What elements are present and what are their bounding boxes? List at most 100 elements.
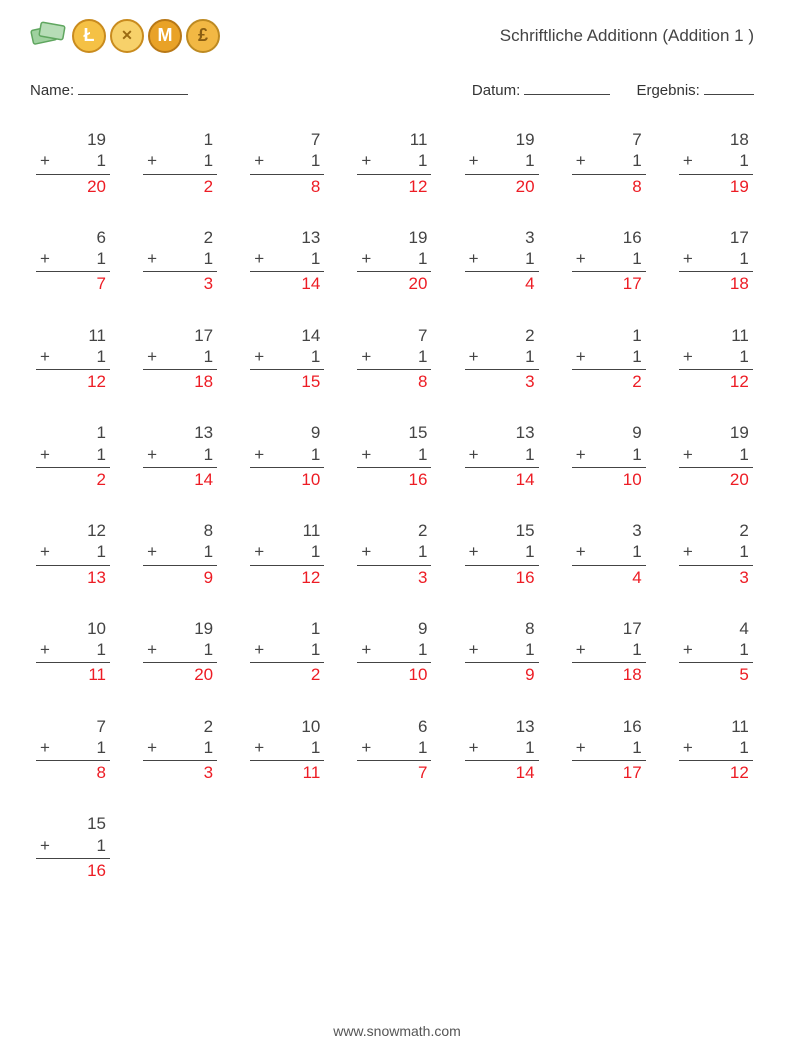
plus-sign: +	[465, 346, 479, 367]
operand-b-row: + 1	[36, 346, 110, 370]
operand-b: 1	[97, 737, 106, 758]
operand-a: 19	[679, 422, 753, 443]
addition-problem: 2+13	[357, 520, 431, 588]
operand-b: 1	[632, 248, 641, 269]
addition-problem: 9+110	[357, 618, 431, 686]
operand-b-row: + 1	[143, 639, 217, 663]
answer: 15	[250, 370, 324, 392]
operand-a: 6	[357, 716, 431, 737]
answer: 9	[465, 663, 539, 685]
answer: 2	[572, 370, 646, 392]
answer: 18	[143, 370, 217, 392]
plus-sign: +	[36, 737, 50, 758]
operand-b: 1	[204, 248, 213, 269]
operand-b-row: +1	[679, 639, 753, 663]
addition-problem: 13+ 114	[250, 227, 324, 295]
plus-sign: +	[465, 444, 479, 465]
operand-a: 4	[679, 618, 753, 639]
addition-problem: 19+ 120	[679, 422, 753, 490]
addition-problem: 1+12	[36, 422, 110, 490]
operand-a: 14	[250, 325, 324, 346]
operand-b-row: + 1	[679, 248, 753, 272]
operand-a: 2	[465, 325, 539, 346]
operand-b-row: + 1	[250, 737, 324, 761]
plus-sign: +	[572, 150, 586, 171]
operand-b: 1	[311, 150, 320, 171]
plus-sign: +	[465, 150, 479, 171]
operand-b-row: + 1	[250, 248, 324, 272]
addition-problem: 8+19	[143, 520, 217, 588]
answer: 5	[679, 663, 753, 685]
addition-problem: 7+18	[357, 325, 431, 393]
operand-a: 1	[36, 422, 110, 443]
footer-url: www.snowmath.com	[0, 1023, 794, 1039]
operand-a: 18	[679, 129, 753, 150]
operand-b-row: +1	[143, 248, 217, 272]
operand-b-row: +1	[357, 541, 431, 565]
operand-b: 1	[311, 541, 320, 562]
answer: 4	[465, 272, 539, 294]
operand-a: 2	[143, 227, 217, 248]
addition-problem: 2+13	[679, 520, 753, 588]
operand-b-row: + 1	[357, 444, 431, 468]
bills-icon	[30, 18, 68, 53]
plus-sign: +	[357, 248, 371, 269]
operand-b-row: + 1	[572, 737, 646, 761]
operand-b: 1	[204, 639, 213, 660]
operand-b: 1	[739, 248, 748, 269]
operand-b-row: +1	[465, 248, 539, 272]
plus-sign: +	[250, 444, 264, 465]
operand-a: 10	[36, 618, 110, 639]
addition-problem: 16+ 117	[572, 716, 646, 784]
operand-a: 16	[572, 716, 646, 737]
addition-problem: 12+ 113	[36, 520, 110, 588]
operand-b: 1	[97, 150, 106, 171]
operand-b-row: + 1	[679, 444, 753, 468]
addition-problem: 1+12	[143, 129, 217, 197]
answer: 11	[36, 663, 110, 685]
operand-a: 16	[572, 227, 646, 248]
plus-sign: +	[679, 346, 693, 367]
operand-b-row: +1	[36, 737, 110, 761]
answer: 12	[357, 175, 431, 197]
addition-problem: 14+ 115	[250, 325, 324, 393]
operand-b: 1	[204, 150, 213, 171]
addition-problem: 19+ 120	[357, 227, 431, 295]
plus-sign: +	[357, 346, 371, 367]
answer: 13	[36, 566, 110, 588]
operand-a: 17	[679, 227, 753, 248]
operand-b-row: + 1	[36, 639, 110, 663]
addition-problem: 2+13	[465, 325, 539, 393]
problems-grid: 19+ 1201+127+1811+ 11219+ 1207+1818+ 119…	[0, 109, 794, 881]
plus-sign: +	[143, 248, 157, 269]
operand-b-row: +1	[572, 444, 646, 468]
addition-problem: 2+13	[143, 227, 217, 295]
pound-icon: £	[186, 19, 220, 53]
answer: 16	[465, 566, 539, 588]
operand-b: 1	[739, 150, 748, 171]
operand-b: 1	[311, 639, 320, 660]
operand-a: 2	[143, 716, 217, 737]
addition-problem: 1+12	[250, 618, 324, 686]
addition-problem: 15+ 116	[357, 422, 431, 490]
plus-sign: +	[679, 444, 693, 465]
answer: 14	[465, 761, 539, 783]
answer: 16	[36, 859, 110, 881]
operand-a: 19	[36, 129, 110, 150]
operand-b-row: +1	[143, 541, 217, 565]
addition-problem: 7+18	[250, 129, 324, 197]
operand-b: 1	[632, 541, 641, 562]
ripple-icon: ✕	[110, 19, 144, 53]
operand-b: 1	[97, 541, 106, 562]
operand-b: 1	[204, 444, 213, 465]
operand-b: 1	[97, 444, 106, 465]
operand-a: 19	[143, 618, 217, 639]
operand-a: 15	[357, 422, 431, 443]
plus-sign: +	[250, 248, 264, 269]
plus-sign: +	[357, 150, 371, 171]
date-blank	[524, 81, 610, 95]
operand-a: 1	[143, 129, 217, 150]
operand-b: 1	[97, 639, 106, 660]
plus-sign: +	[679, 737, 693, 758]
answer: 2	[36, 468, 110, 490]
